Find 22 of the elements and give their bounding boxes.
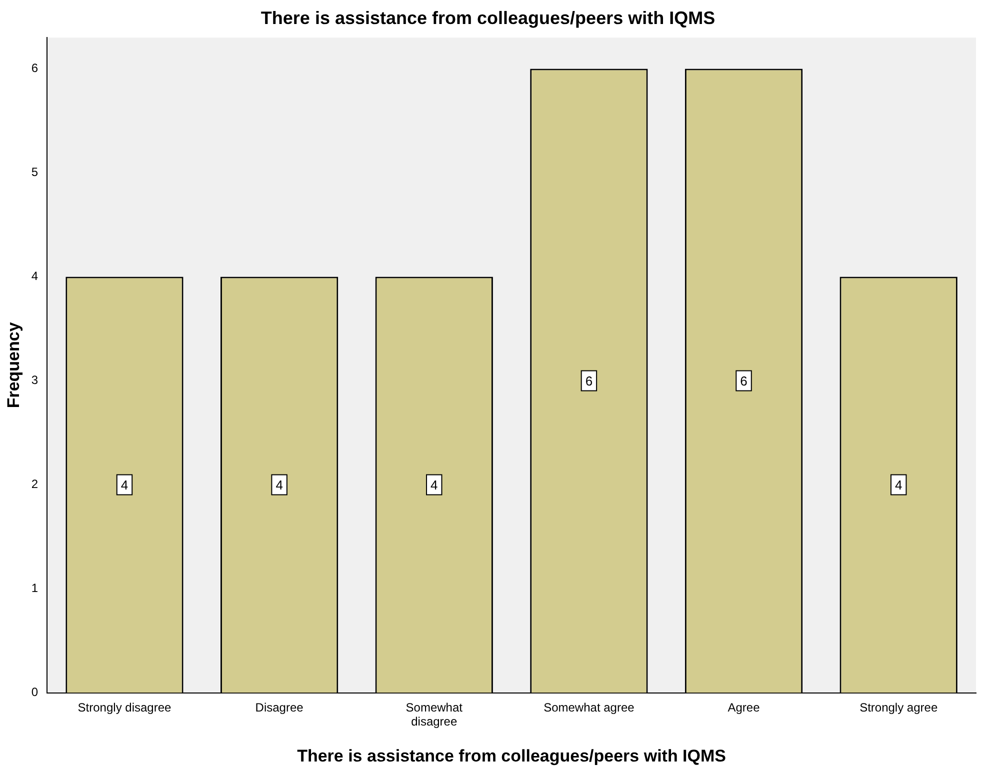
y-axis-title: Frequency <box>4 322 23 408</box>
y-tick-label: 6 <box>31 61 38 76</box>
x-tick-label: Somewhat disagree <box>406 700 464 729</box>
data-label: 4 <box>430 477 438 492</box>
y-tick-label: 0 <box>31 685 38 700</box>
y-tick-label: 3 <box>31 373 38 388</box>
data-label: 6 <box>585 373 593 388</box>
data-label: 6 <box>740 373 748 388</box>
x-axis-title: There is assistance from colleagues/peers with IQMS <box>297 746 726 766</box>
x-tick-label: Disagree <box>255 700 304 714</box>
chart-title: There is assistance from colleagues/peers with IQMS <box>260 8 716 28</box>
data-label: 4 <box>120 477 128 492</box>
y-tick-label: 1 <box>31 581 38 596</box>
y-tick-label: 2 <box>31 477 38 492</box>
data-label: 4 <box>276 477 283 492</box>
x-tick-label: Strongly disagree <box>78 700 172 714</box>
y-tick-label: 4 <box>31 269 38 284</box>
x-tick-label: Somewhat agree <box>544 700 635 714</box>
x-tick-label: Agree <box>728 700 760 714</box>
y-tick-label: 5 <box>31 165 38 180</box>
data-label: 4 <box>894 477 902 492</box>
x-tick-label: Strongly agree <box>860 700 938 714</box>
